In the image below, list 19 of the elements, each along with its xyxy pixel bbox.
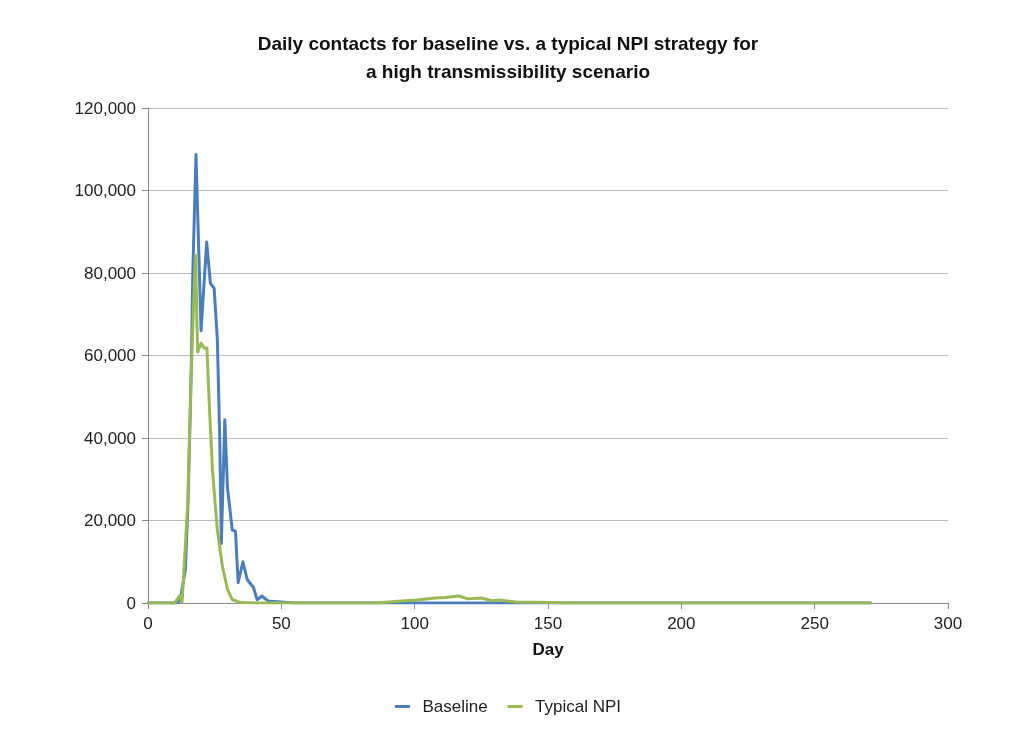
x-tick-label: 50: [271, 614, 291, 633]
line-series: [146, 253, 873, 605]
x-tick-label: 100: [400, 614, 429, 633]
y-tick-label: 120,000: [74, 98, 136, 118]
chart-title: Daily contacts for baseline vs. a typical NPI strategy for a high transmissibility scenario: [257, 32, 759, 82]
legend-label: Typical NPI: [535, 697, 622, 716]
y-tick-label: 80,000: [84, 263, 136, 283]
y-tick-label: 100,000: [74, 181, 136, 200]
x-tick-label: 150: [533, 614, 563, 633]
y-tick-label: 20,000: [84, 511, 136, 530]
x-tick-label: 200: [667, 614, 696, 633]
x-tick-label: 0: [143, 614, 153, 633]
y-tick-label: 60,000: [84, 346, 136, 365]
y-tick-label: 40,000: [84, 428, 136, 448]
x-tick-label: 250: [800, 614, 829, 633]
x-tick-label: 300: [933, 614, 963, 633]
y-tick-label: 0: [126, 593, 136, 613]
x-axis-title: Day: [532, 640, 565, 659]
legend-label: Baseline: [422, 697, 488, 716]
